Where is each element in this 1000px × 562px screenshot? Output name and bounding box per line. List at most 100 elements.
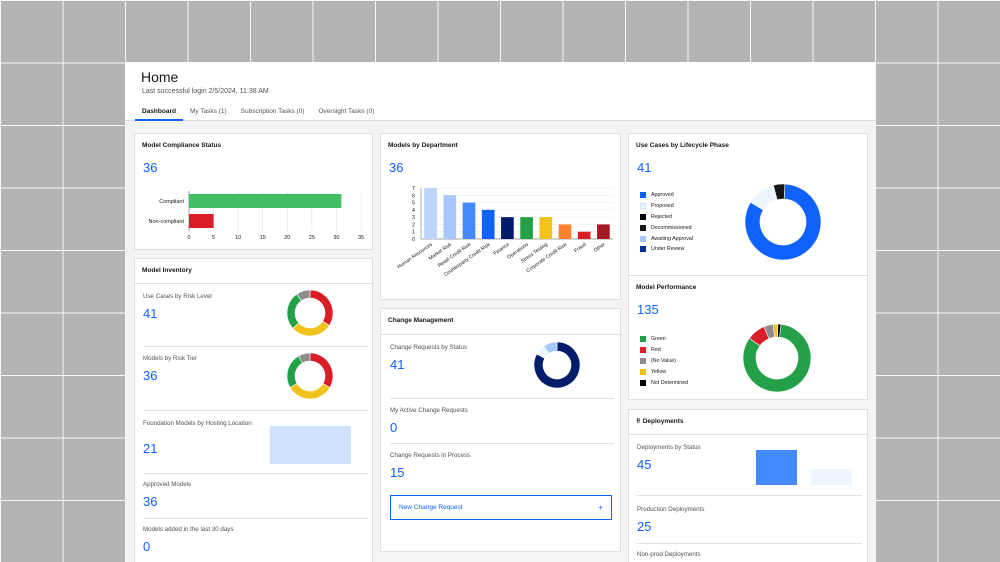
lifecycle-count[interactable]: 41 [637,160,652,175]
lifecycle-title: Use Cases by Lifecycle Phase [636,142,729,149]
deployments-status-bar[interactable] [756,450,797,485]
legend-item[interactable]: Yellow [640,366,688,377]
performance-count[interactable]: 135 [637,302,659,317]
bar-non-compliant[interactable] [189,214,214,228]
legend-item[interactable]: Red [640,345,688,356]
legend-item[interactable]: Rejected [640,212,693,223]
risk-tier-donut-chart[interactable] [285,351,335,401]
legend-item[interactable]: Proposed [640,201,693,212]
foundation-models-bar[interactable] [270,426,351,464]
change-status-donut-chart[interactable] [532,340,582,390]
foundation-models-count[interactable]: 21 [143,441,158,456]
performance-donut-chart[interactable] [741,322,813,394]
bar-retail-credit-risk[interactable] [462,202,476,239]
x-tick-label: 30 [333,235,339,241]
legend-item[interactable]: Awaiting Approval [640,233,693,244]
x-tick-label: 35 [358,235,364,241]
legend-swatch [640,347,646,354]
approved-models-count[interactable]: 36 [143,494,158,509]
legend-label: Approved [651,192,674,199]
legend-item[interactable]: Decommissioned [640,222,693,233]
donut-slice[interactable] [289,383,331,400]
donut-slice[interactable] [309,289,334,326]
tab-subscription-tasks[interactable]: Subscription Tasks (0) [240,108,305,115]
page-header: Home Last successful login 2/5/2024, 11:… [125,62,875,121]
active-change-count[interactable]: 0 [390,420,398,435]
x-tick-label: 25 [309,235,315,241]
deployments-status-count[interactable]: 45 [637,457,652,472]
donut-slice[interactable] [298,352,311,364]
nonprod-deployments-label: Non-prod Deployments [637,551,701,558]
legend-label: Yellow [651,368,667,375]
recent-models-count[interactable]: 0 [143,539,151,554]
bar-stress-testing[interactable] [539,217,553,239]
risk-level-count[interactable]: 41 [143,306,158,321]
legend-item[interactable]: Under Review [640,244,693,255]
bar-corporate-credit-risk[interactable] [558,224,572,239]
bar-compliant[interactable] [189,194,342,208]
donut-slice[interactable] [309,352,334,388]
change-status-count[interactable]: 41 [390,357,405,372]
x-tick-label: 5 [212,235,215,241]
bar-market-risk[interactable] [443,195,457,239]
new-change-request-label: New Change Request [399,504,463,511]
risk-level-donut-chart[interactable] [285,288,335,338]
y-tick-label: 7 [412,186,415,192]
bar-counterparty-credit-risk[interactable] [481,209,495,239]
legend-label: Not Determined [651,379,689,386]
donut-slice[interactable] [296,289,311,302]
legend-item[interactable]: Green [640,334,688,345]
compliance-title: Model Compliance Status [142,142,222,149]
in-process-count[interactable]: 15 [390,465,405,480]
y-tick-label: 3 [412,215,415,221]
production-deployments-label: Production Deployments [637,506,705,513]
tab-oversight-tasks[interactable]: Oversight Tasks (0) [318,108,375,115]
donut-slice[interactable] [543,341,558,354]
bar-human-resources[interactable] [424,188,437,239]
bar-other[interactable] [597,224,610,239]
donut-slice[interactable] [744,183,822,261]
drag-handle-icon[interactable]: ⠿ [636,419,641,425]
y-tick-label: 0 [412,237,415,243]
y-tick-label: 2 [412,222,415,228]
foundation-models-label: Foundation Models by Hosting Location [143,420,252,427]
bar-finance[interactable] [501,217,514,239]
donut-slice[interactable] [777,323,782,338]
risk-tier-count[interactable]: 36 [143,368,158,383]
new-change-request-button[interactable]: New Change Request + [390,495,612,520]
y-tick-label: 1 [412,230,415,236]
bar-fraud[interactable] [577,231,591,239]
performance-title: Model Performance [636,284,697,291]
x-category-label: Other [593,242,607,254]
tab-my-tasks[interactable]: My Tasks (1) [189,108,227,115]
tab-dashboard[interactable]: Dashboard [135,102,183,121]
x-tick-label: 20 [284,235,290,241]
legend-label: Awaiting Approval [651,235,694,242]
lifecycle-donut-chart[interactable] [743,182,823,262]
inventory-title: Model Inventory [142,267,192,274]
donut-slice[interactable] [286,355,303,388]
legend-item[interactable]: (No Value) [640,356,688,367]
compliance-count[interactable]: 36 [143,160,158,175]
legend-swatch [640,246,646,253]
bar-operations[interactable] [520,217,533,239]
compliance-card: Model Compliance Status 36 0 5 10 15 20 25 30 3… [134,133,373,250]
legend-swatch [640,213,646,220]
tab-bar: Dashboard My Tasks (1) Subscription Task… [135,102,381,121]
change-management-card: Change Management Change Requests by Sta… [380,308,622,552]
deployments-status-bar[interactable] [811,469,852,485]
legend-item[interactable]: Approved [640,190,693,201]
legend-item[interactable]: Not Determined [640,377,688,388]
donut-slice[interactable] [772,183,786,201]
last-login-text: Last successful login 2/5/2024, 11:38 AM [142,88,269,95]
department-count[interactable]: 36 [389,160,404,175]
legend-swatch [640,368,646,375]
donut-slice[interactable] [533,341,581,389]
legend-swatch [640,192,646,199]
divider [390,443,614,444]
production-deployments-count[interactable]: 25 [637,519,652,534]
plus-icon: + [598,503,603,512]
donut-slice[interactable] [742,323,812,393]
risk-level-label: Use Cases by Risk Level [143,293,212,300]
